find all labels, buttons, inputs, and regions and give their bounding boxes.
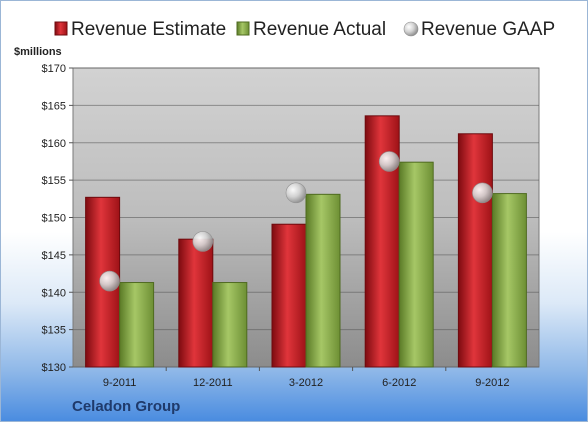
y-tick-label: $130: [42, 362, 66, 374]
x-tick-label: 9-2011: [103, 377, 136, 389]
y-tick-label: $155: [42, 175, 66, 187]
legend: Revenue Estimate Revenue Actual Revenue GA…: [54, 19, 555, 40]
revenue-actual-bar: [305, 193, 341, 368]
legend-estimate-swatch: [54, 21, 68, 36]
y-tick-label: $160: [42, 138, 66, 150]
revenue-actual-bar: [119, 282, 155, 368]
y-tick-label: $145: [42, 250, 66, 262]
revenue-estimate-bar: [178, 238, 214, 368]
gaap-markers: [99, 151, 493, 292]
y-tick-label: $150: [42, 213, 66, 225]
revenue-gaap-marker: [472, 182, 493, 204]
y-tick-label: $170: [42, 63, 66, 75]
legend-actual-swatch: [236, 21, 250, 36]
x-tick-label: 9-2012: [475, 377, 509, 389]
axes: $130 $135 $140 $145 $150 $155 $160 $165 $170 9-20…: [42, 63, 510, 389]
y-tick-label: $140: [42, 287, 66, 299]
revenue-actual-bar: [212, 282, 248, 368]
legend-label: Revenue Estimate: [71, 19, 226, 40]
revenue-estimate-bar: [457, 133, 493, 368]
revenue-gaap-marker: [99, 270, 120, 292]
revenue-gaap-marker: [192, 231, 214, 252]
legend-gaap-swatch: [403, 21, 419, 37]
bars: [85, 115, 527, 368]
x-tick-label: 12-2011: [193, 377, 233, 389]
x-tick-label: 6-2012: [382, 377, 416, 389]
y-tick-label: $165: [42, 100, 66, 112]
revenue-gaap-marker: [378, 151, 400, 172]
revenue-gaap-marker: [285, 182, 307, 204]
legend-label: Revenue GAAP: [421, 19, 555, 40]
company-name: Celadon Group: [72, 398, 181, 415]
revenue-estimate-bar: [271, 223, 307, 368]
legend-label: Revenue Actual: [253, 19, 386, 40]
y-axis-unit-label: $millions: [14, 46, 62, 58]
revenue-actual-bar: [491, 193, 527, 368]
x-tick-label: 3-2012: [289, 377, 323, 389]
y-tick-label: $135: [42, 325, 66, 337]
revenue-actual-bar: [398, 161, 434, 368]
